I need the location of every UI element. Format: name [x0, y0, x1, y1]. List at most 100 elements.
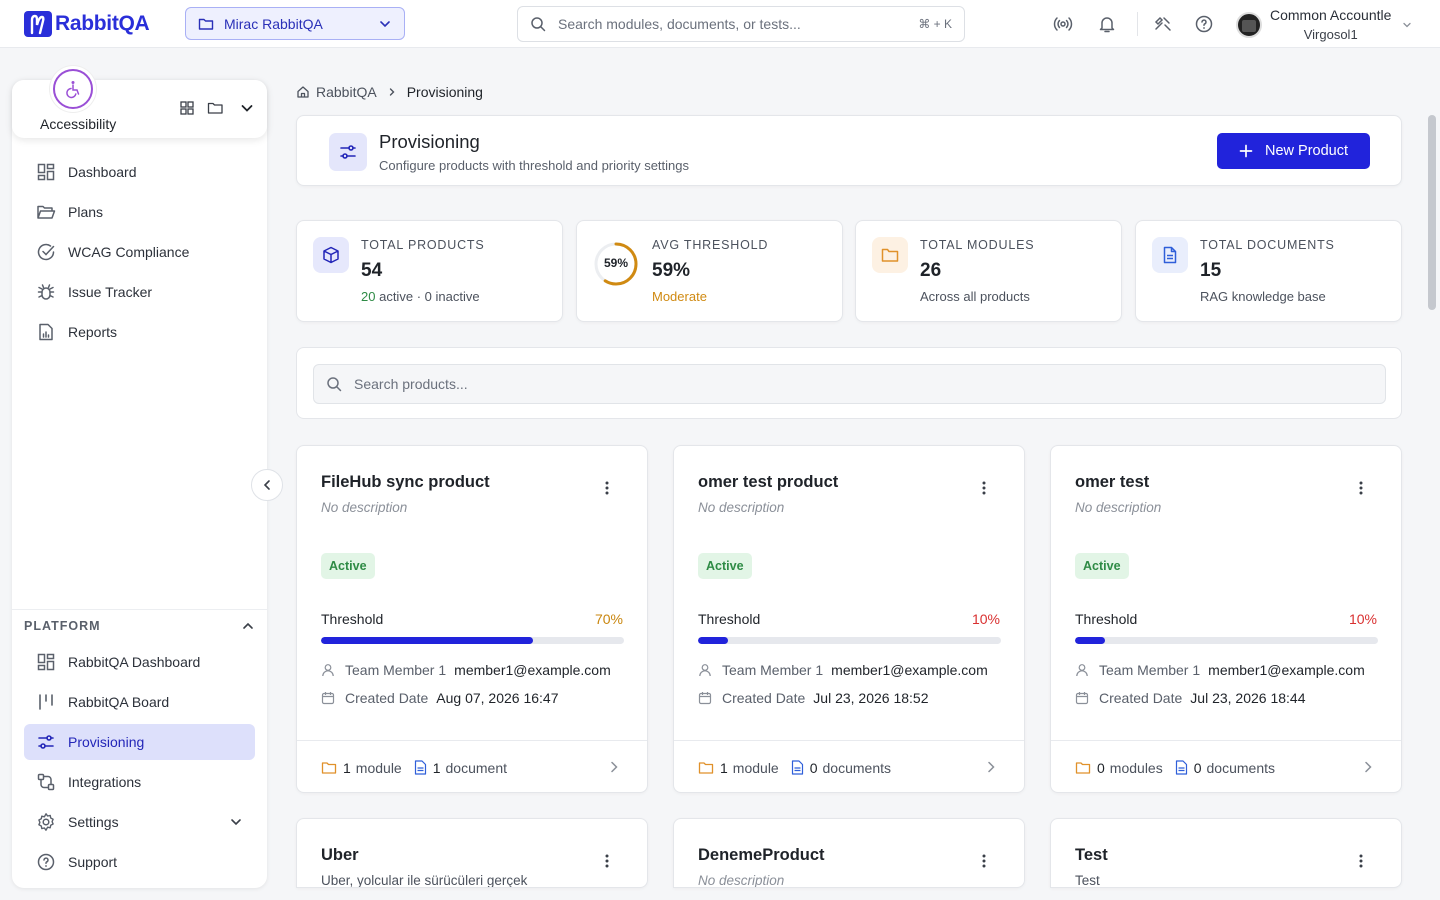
- product-card[interactable]: Test Test: [1050, 818, 1402, 888]
- chevron-right-icon: [607, 760, 621, 774]
- sidebar-item-integrations[interactable]: Integrations: [24, 764, 255, 800]
- product-card[interactable]: omer test No description Active Threshold 10…: [1050, 445, 1402, 793]
- threshold-label: Threshold: [1075, 611, 1138, 627]
- created-row: Created Date Aug 07, 2026 16:47: [321, 690, 559, 706]
- sidebar-item-plans[interactable]: Plans: [24, 194, 255, 230]
- more-vertical-icon[interactable]: [1349, 476, 1373, 500]
- product-title: DenemeProduct: [698, 846, 825, 864]
- sidebar-item-dashboard[interactable]: Dashboard: [24, 154, 255, 190]
- folder-open-icon: [36, 202, 56, 222]
- more-vertical-icon[interactable]: [595, 849, 619, 873]
- sidebar-collapse-button[interactable]: [251, 469, 283, 501]
- platform-section-header[interactable]: PLATFORM: [24, 619, 255, 633]
- folder-icon: [872, 237, 908, 273]
- threshold-value: 70%: [594, 611, 623, 627]
- chevron-down-icon: [229, 815, 243, 829]
- chevron-left-icon: [260, 478, 274, 492]
- product-card-footer[interactable]: 1 module 0 documents: [674, 740, 1024, 792]
- help-icon[interactable]: [1194, 14, 1214, 34]
- threshold-label: Threshold: [698, 611, 761, 627]
- user-icon: [321, 663, 335, 677]
- calendar-icon: [698, 691, 712, 705]
- sidebar-item-settings[interactable]: Settings: [24, 804, 255, 840]
- product-description: Uber, yolcular ile sürücüleri gerçek: [321, 873, 528, 888]
- more-vertical-icon[interactable]: [972, 476, 996, 500]
- sidebar-item-label: Reports: [68, 324, 118, 340]
- more-vertical-icon[interactable]: [595, 476, 619, 500]
- sidebar-item-wcag[interactable]: WCAG Compliance: [24, 234, 255, 270]
- created-row: Created Date Jul 23, 2026 18:52: [698, 690, 929, 706]
- stat-label: TOTAL MODULES: [920, 238, 1035, 252]
- integrations-icon: [36, 772, 56, 792]
- breadcrumb: RabbitQA Provisioning: [296, 84, 483, 100]
- user-icon: [1075, 663, 1089, 677]
- document-icon: [1175, 760, 1188, 775]
- sidebar-item-rabbitqa-board[interactable]: RabbitQA Board: [24, 684, 255, 720]
- product-description: No description: [1075, 500, 1162, 515]
- sidebar-item-rabbitqa-dashboard[interactable]: RabbitQA Dashboard: [24, 644, 255, 680]
- team-member-label: Team Member 1: [345, 662, 447, 678]
- tools-icon[interactable]: [1153, 14, 1173, 34]
- user-menu[interactable]: Common Accountle Virgosol1: [1236, 6, 1413, 44]
- toolbar-divider: [1137, 12, 1138, 36]
- broadcast-icon[interactable]: [1053, 14, 1073, 34]
- ring-value: 59%: [603, 256, 629, 270]
- documents-count: 1: [432, 759, 441, 776]
- folder-icon: [198, 16, 214, 32]
- product-card[interactable]: FileHub sync product No description Active…: [296, 445, 648, 793]
- new-product-button[interactable]: New Product: [1217, 133, 1370, 169]
- page-subtitle: Configure products with threshold and pr…: [379, 158, 689, 173]
- more-vertical-icon[interactable]: [972, 849, 996, 873]
- workspace-select[interactable]: Mirac RabbitQA: [185, 7, 405, 40]
- sidebar-item-label: RabbitQA Board: [68, 694, 170, 710]
- product-card-footer[interactable]: 0 modules 0 documents: [1051, 740, 1401, 792]
- bell-icon[interactable]: [1097, 14, 1117, 34]
- breadcrumb-root[interactable]: RabbitQA: [316, 84, 377, 100]
- created-date: Aug 07, 2026 16:47: [436, 690, 559, 706]
- home-icon: [296, 85, 310, 99]
- product-card[interactable]: Uber Uber, yolcular ile sürücüleri gerçek: [296, 818, 648, 888]
- sidebar-item-reports[interactable]: Reports: [24, 314, 255, 350]
- context-switcher[interactable]: Accessibility: [12, 66, 267, 138]
- sidebar-item-label: Dashboard: [68, 164, 137, 180]
- plus-icon: [1239, 144, 1253, 158]
- product-title: FileHub sync product: [321, 473, 490, 491]
- folder-icon: [1075, 761, 1091, 775]
- context-badge: [50, 66, 96, 112]
- brand-logo[interactable]: RabbitQA: [24, 11, 150, 37]
- sidebar-item-provisioning[interactable]: Provisioning: [24, 724, 255, 760]
- team-member-email: member1@example.com: [1208, 662, 1365, 678]
- stat-sub: Across all products: [920, 289, 1030, 304]
- search-icon: [326, 376, 342, 392]
- product-card-footer[interactable]: 1 module 1 document: [297, 740, 647, 792]
- calendar-icon: [1075, 691, 1089, 705]
- product-title: Uber: [321, 846, 359, 864]
- sidebar-item-support[interactable]: Support: [24, 844, 255, 880]
- scrollbar[interactable]: [1428, 115, 1436, 310]
- documents-label: documents: [1206, 759, 1275, 776]
- sidebar-item-label: RabbitQA Dashboard: [68, 654, 201, 670]
- modules-label: module: [732, 759, 779, 776]
- context-label: Accessibility: [40, 116, 117, 132]
- global-search-input[interactable]: Search modules, documents, or tests... ⌘…: [517, 6, 965, 42]
- stat-total-products: TOTAL PRODUCTS 54 20 active · 0 inactive: [296, 220, 563, 322]
- more-vertical-icon[interactable]: [1349, 849, 1373, 873]
- product-card[interactable]: DenemeProduct No description: [673, 818, 1025, 888]
- documents-label: document: [445, 759, 507, 776]
- stat-label: TOTAL DOCUMENTS: [1200, 238, 1335, 252]
- chevron-down-icon[interactable]: [240, 101, 254, 115]
- sidebar-item-label: Issue Tracker: [68, 284, 153, 300]
- grid-icon[interactable]: [179, 100, 195, 116]
- product-card[interactable]: omer test product No description Active Thr…: [673, 445, 1025, 793]
- stat-value: 59%: [652, 260, 691, 281]
- team-member-label: Team Member 1: [722, 662, 824, 678]
- chevron-down-icon: [1401, 19, 1413, 31]
- chevron-right-icon: [387, 87, 397, 97]
- team-member-row: Team Member 1 member1@example.com: [321, 662, 611, 678]
- folder-icon[interactable]: [207, 100, 224, 116]
- product-search-input[interactable]: Search products...: [313, 364, 1386, 404]
- sidebar-item-issue-tracker[interactable]: Issue Tracker: [24, 274, 255, 310]
- threshold-bar: [698, 637, 1001, 644]
- status-badge: Active: [321, 553, 375, 579]
- search-shortcut: ⌘ + K: [918, 17, 952, 31]
